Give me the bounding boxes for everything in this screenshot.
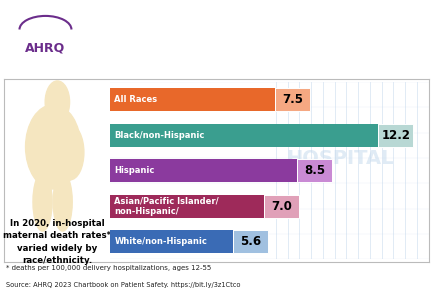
Text: 8.5: 8.5 (304, 164, 325, 177)
Text: 12.2: 12.2 (381, 129, 410, 142)
FancyBboxPatch shape (264, 195, 299, 218)
Text: Asian/Pacific Islander/
non-Hispanic/: Asian/Pacific Islander/ non-Hispanic/ (114, 196, 219, 216)
Text: AHRQ: AHRQ (26, 42, 65, 54)
Ellipse shape (53, 173, 72, 231)
Text: In 2020, in-hospital
maternal death rates*
varied widely by
race/ethnicity.: In 2020, in-hospital maternal death rate… (3, 219, 111, 265)
FancyBboxPatch shape (297, 159, 332, 182)
Bar (110, 124, 378, 147)
FancyBboxPatch shape (233, 230, 268, 253)
FancyBboxPatch shape (275, 88, 310, 111)
Bar (110, 159, 297, 182)
Text: All Races: All Races (114, 95, 158, 104)
Text: 5.6: 5.6 (240, 235, 262, 248)
Bar (110, 230, 233, 253)
Text: * deaths per 100,000 delivery hospitalizations, ages 12-55: * deaths per 100,000 delivery hospitaliz… (6, 265, 212, 271)
Ellipse shape (56, 125, 84, 180)
Text: Hispanic: Hispanic (114, 166, 155, 175)
Text: 7.0: 7.0 (271, 200, 292, 213)
Text: Source: AHRQ 2023 Chartbook on Patient Safety. https://bit.ly/3z1Ctco: Source: AHRQ 2023 Chartbook on Patient S… (6, 282, 241, 288)
Circle shape (45, 81, 70, 123)
Bar (110, 88, 275, 111)
Text: In-Hospital Maternal Deaths: In-Hospital Maternal Deaths (134, 16, 390, 31)
Bar (0, 0, 93, 78)
Text: White/non-Hispanic: White/non-Hispanic (114, 237, 207, 246)
Bar (110, 195, 264, 218)
Text: 7.5: 7.5 (282, 93, 303, 106)
FancyBboxPatch shape (378, 124, 414, 147)
Text: by Race/Ethnicity: by Race/Ethnicity (184, 51, 340, 66)
Ellipse shape (26, 105, 81, 189)
Text: HOSPITAL: HOSPITAL (286, 149, 393, 168)
Ellipse shape (33, 173, 52, 231)
Text: Black/non-Hispanic: Black/non-Hispanic (114, 131, 205, 140)
